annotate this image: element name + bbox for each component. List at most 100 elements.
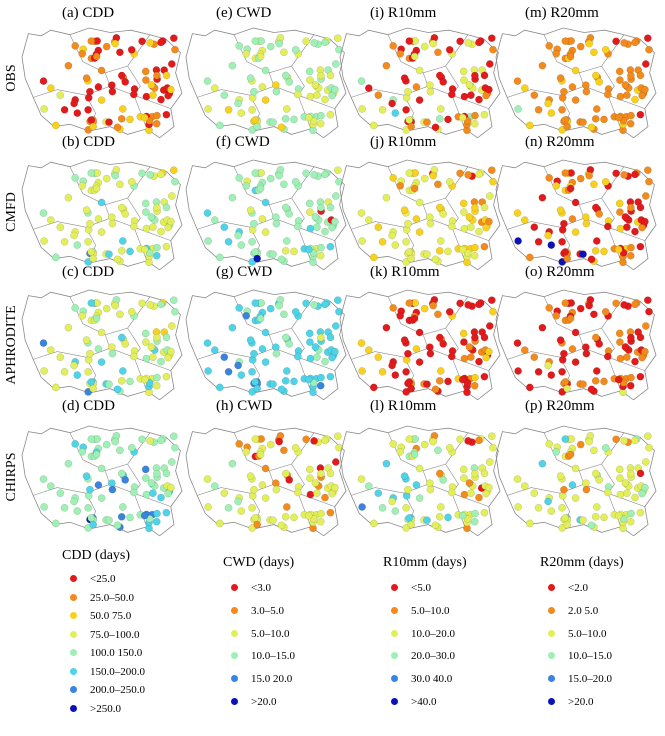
station-point bbox=[321, 227, 329, 236]
station-point bbox=[304, 245, 313, 254]
station-point bbox=[434, 48, 442, 57]
station-point bbox=[126, 513, 134, 522]
station-point bbox=[436, 367, 445, 375]
station-point bbox=[302, 169, 310, 178]
map-panel bbox=[185, 27, 347, 139]
station-point bbox=[631, 436, 639, 445]
station-point bbox=[171, 307, 179, 316]
station-point bbox=[220, 91, 229, 99]
station-point bbox=[621, 81, 630, 89]
station-point bbox=[407, 122, 416, 131]
panel-title: (a) CDD bbox=[62, 5, 115, 21]
station-point bbox=[604, 488, 612, 497]
station-point bbox=[556, 206, 565, 214]
station-point bbox=[73, 371, 82, 379]
plateau-outline bbox=[495, 289, 657, 401]
station-point bbox=[458, 245, 467, 254]
station-point bbox=[631, 170, 639, 179]
station-point bbox=[40, 237, 48, 245]
station-point bbox=[121, 476, 129, 484]
station-point bbox=[400, 74, 409, 82]
station-point bbox=[582, 343, 590, 352]
station-point bbox=[369, 519, 378, 528]
station-point bbox=[162, 203, 171, 212]
station-point bbox=[157, 227, 165, 236]
station-point bbox=[331, 217, 339, 226]
station-point bbox=[272, 349, 281, 358]
station-point bbox=[118, 203, 126, 212]
station-point bbox=[92, 314, 101, 323]
station-point bbox=[171, 443, 179, 452]
station-point bbox=[153, 509, 161, 518]
station-point bbox=[282, 503, 291, 511]
map-panel bbox=[185, 425, 347, 537]
station-point bbox=[410, 450, 419, 459]
station-point bbox=[485, 192, 494, 200]
station-point bbox=[105, 250, 113, 258]
station-point bbox=[204, 367, 212, 375]
station-point bbox=[475, 436, 483, 445]
station-point bbox=[167, 322, 176, 330]
station-point bbox=[305, 465, 314, 474]
station-point bbox=[64, 193, 73, 202]
station-point bbox=[82, 206, 91, 214]
station-point bbox=[250, 87, 258, 96]
station-point bbox=[140, 113, 149, 122]
station-point bbox=[316, 119, 325, 128]
station-point bbox=[224, 106, 233, 114]
station-point bbox=[56, 353, 65, 362]
station-point bbox=[436, 105, 445, 113]
station-point bbox=[326, 203, 335, 212]
station-point bbox=[84, 367, 92, 376]
station-point bbox=[317, 111, 325, 120]
station-point bbox=[280, 446, 288, 455]
station-point bbox=[475, 300, 483, 309]
station-point bbox=[631, 493, 639, 502]
station-point bbox=[568, 83, 577, 91]
station-point bbox=[465, 213, 474, 221]
station-point bbox=[157, 95, 165, 104]
station-point bbox=[460, 76, 468, 84]
station-point bbox=[431, 385, 440, 394]
station-point bbox=[167, 85, 175, 94]
station-point bbox=[326, 110, 335, 119]
station-point bbox=[644, 34, 652, 43]
station-point bbox=[261, 198, 270, 207]
station-point bbox=[612, 299, 620, 308]
station-point bbox=[415, 66, 424, 75]
station-point bbox=[593, 367, 601, 375]
station-point bbox=[378, 503, 387, 512]
station-point bbox=[593, 105, 601, 113]
station-point bbox=[582, 349, 591, 358]
station-point bbox=[242, 447, 250, 456]
station-point bbox=[78, 181, 86, 190]
station-point bbox=[459, 465, 468, 474]
station-point bbox=[152, 251, 161, 260]
station-point bbox=[582, 219, 591, 228]
station-point bbox=[328, 353, 336, 362]
station-point bbox=[420, 304, 429, 313]
station-point bbox=[331, 85, 339, 94]
station-point bbox=[614, 511, 623, 520]
station-point bbox=[304, 113, 313, 122]
legend-swatch bbox=[548, 698, 555, 705]
station-point bbox=[293, 488, 302, 497]
station-point bbox=[547, 507, 556, 515]
station-point bbox=[321, 170, 329, 179]
station-point bbox=[513, 475, 522, 483]
station-point bbox=[444, 115, 452, 124]
station-point bbox=[436, 237, 445, 245]
station-point bbox=[121, 210, 129, 218]
station-point bbox=[94, 481, 103, 489]
legend-swatch bbox=[70, 686, 77, 693]
region-boundary bbox=[351, 85, 489, 109]
station-point bbox=[592, 469, 600, 478]
station-point bbox=[627, 71, 635, 80]
station-point bbox=[280, 48, 288, 57]
station-point bbox=[326, 242, 335, 251]
station-point bbox=[113, 255, 122, 264]
station-point bbox=[111, 437, 119, 446]
station-point bbox=[600, 377, 608, 386]
station-point bbox=[571, 328, 580, 337]
station-point bbox=[412, 481, 421, 489]
